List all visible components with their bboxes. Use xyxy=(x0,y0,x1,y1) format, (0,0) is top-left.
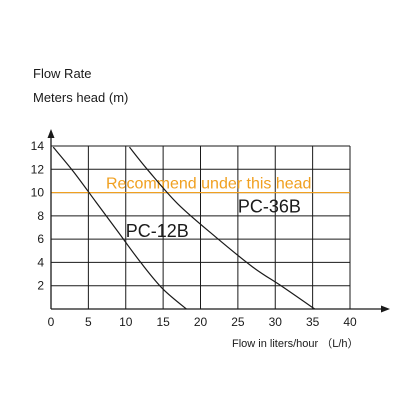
x-tick-label: 20 xyxy=(194,315,208,329)
y-tick-label: 12 xyxy=(31,162,45,176)
x-tick-label: 10 xyxy=(119,315,133,329)
chart-title: Flow Rate xyxy=(33,66,92,81)
x-tick-label: 30 xyxy=(269,315,283,329)
x-tick-label: 15 xyxy=(156,315,170,329)
grid xyxy=(51,145,351,309)
y-tick-label: 4 xyxy=(37,255,44,269)
recommend-head-label: Recommend under this head xyxy=(106,176,311,193)
x-tick-label: 40 xyxy=(343,315,357,329)
x-tick-label: 0 xyxy=(48,315,55,329)
series-line-pc-12b xyxy=(52,146,188,309)
y-axis-arrow-icon xyxy=(47,129,55,138)
x-tick-label: 35 xyxy=(306,315,320,329)
y-tick-label: 2 xyxy=(37,279,44,293)
series-labels: PC-12B PC-36B xyxy=(126,196,301,240)
reference-line-group: Recommend under this head xyxy=(51,176,350,194)
x-tick-label: 25 xyxy=(231,315,245,329)
x-axis-arrow-icon xyxy=(381,305,390,313)
y-tick-label: 8 xyxy=(37,209,44,223)
y-tick-label: 14 xyxy=(31,139,45,153)
tick-labels: 0 5 10 15 20 25 30 35 40 2 4 6 8 10 12 14 xyxy=(31,139,357,329)
series-label-pc-12b: PC-12B xyxy=(126,221,189,241)
series-line-pc-36b xyxy=(129,146,316,309)
y-tick-label: 10 xyxy=(31,186,45,200)
axes xyxy=(47,129,390,313)
x-tick-label: 5 xyxy=(85,315,92,329)
series-lines xyxy=(52,146,316,309)
x-axis-label: Flow in liters/hour （L/h） xyxy=(232,338,359,350)
y-tick-label: 6 xyxy=(37,232,44,246)
series-label-pc-36b: PC-36B xyxy=(238,196,301,216)
y-axis-label: Meters head (m) xyxy=(33,90,129,105)
